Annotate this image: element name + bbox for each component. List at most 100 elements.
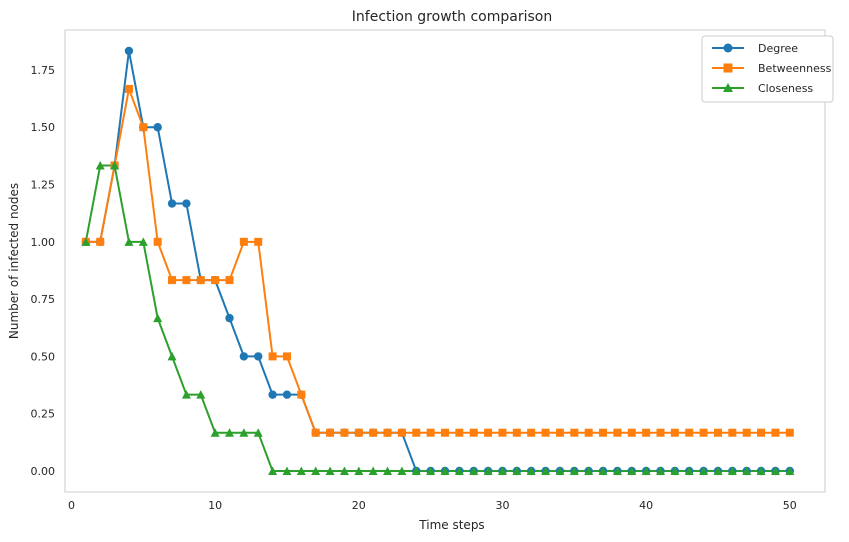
legend-marker-degree <box>723 43 733 53</box>
legend-item-betweenness: Betweenness <box>712 62 832 75</box>
data-point-closeness-21 <box>368 466 378 475</box>
x-tick-label-10: 10 <box>208 499 222 512</box>
data-point-betweenness-13 <box>254 237 263 246</box>
legend-label-degree: Degree <box>758 42 798 55</box>
data-point-betweenness-32 <box>527 428 536 437</box>
data-point-closeness-5 <box>138 237 148 246</box>
data-point-betweenness-40 <box>642 428 651 437</box>
data-point-betweenness-41 <box>656 428 665 437</box>
data-point-closeness-45 <box>713 466 723 475</box>
data-point-betweenness-18 <box>326 428 335 437</box>
chart-title: Infection growth comparison <box>352 9 552 25</box>
plot-frame <box>64 29 826 493</box>
data-point-betweenness-34 <box>555 428 564 437</box>
data-point-closeness-19 <box>339 466 349 475</box>
data-point-closeness-30 <box>497 466 507 475</box>
data-point-betweenness-39 <box>627 428 636 437</box>
y-tick-label-1-00: 1.00 <box>31 236 56 249</box>
data-point-closeness-48 <box>756 466 766 475</box>
y-tick-label-1-50: 1.50 <box>31 121 56 134</box>
data-point-degree-15 <box>282 390 292 399</box>
data-point-betweenness-36 <box>584 428 593 437</box>
data-point-betweenness-9 <box>196 276 205 285</box>
data-point-closeness-44 <box>699 466 709 475</box>
data-point-betweenness-12 <box>239 237 248 246</box>
data-point-closeness-47 <box>742 466 752 475</box>
data-point-betweenness-6 <box>153 237 162 246</box>
data-point-degree-14 <box>268 390 277 399</box>
series-markers <box>81 46 795 476</box>
y-tick-label-0-00: 0.00 <box>31 465 56 478</box>
data-point-betweenness-27 <box>455 428 464 437</box>
data-point-betweenness-7 <box>168 276 177 285</box>
data-point-degree-11 <box>225 313 234 323</box>
legend: Degree Betweenness Closeness <box>701 35 834 103</box>
data-point-degree-6 <box>153 123 162 132</box>
data-point-closeness-16 <box>296 466 306 475</box>
data-point-closeness-20 <box>354 466 364 475</box>
data-point-closeness-42 <box>670 466 680 475</box>
data-point-closeness-43 <box>684 466 694 475</box>
data-point-closeness-26 <box>440 466 450 475</box>
data-point-degree-12 <box>239 352 249 361</box>
data-point-closeness-37 <box>598 466 608 475</box>
data-point-closeness-24 <box>411 466 421 475</box>
data-point-closeness-13 <box>253 428 263 437</box>
data-point-betweenness-50 <box>785 428 794 437</box>
data-point-closeness-46 <box>727 466 737 475</box>
data-point-betweenness-35 <box>570 428 579 437</box>
legend-item-closeness: Closeness <box>712 82 813 95</box>
data-point-closeness-23 <box>397 466 407 475</box>
data-point-betweenness-43 <box>685 428 694 437</box>
data-point-closeness-36 <box>584 466 594 475</box>
data-point-degree-4 <box>124 46 134 56</box>
data-point-betweenness-44 <box>699 428 708 437</box>
data-point-closeness-2 <box>95 161 105 170</box>
data-point-betweenness-48 <box>757 428 766 437</box>
legend-item-degree: Degree <box>712 42 798 55</box>
y-tick-label-0-75: 0.75 <box>31 293 56 306</box>
data-point-degree-13 <box>254 352 263 361</box>
data-point-betweenness-15 <box>282 352 291 361</box>
data-point-closeness-9 <box>196 390 206 399</box>
data-point-closeness-49 <box>770 466 780 475</box>
data-point-betweenness-11 <box>225 276 234 285</box>
data-point-betweenness-37 <box>599 428 608 437</box>
data-point-betweenness-2 <box>96 237 105 246</box>
legend-label-betweenness: Betweenness <box>758 62 832 75</box>
data-point-closeness-50 <box>785 466 795 475</box>
data-point-betweenness-28 <box>469 428 478 437</box>
data-point-betweenness-30 <box>498 428 507 437</box>
data-point-betweenness-8 <box>182 276 191 285</box>
data-point-betweenness-47 <box>742 428 751 437</box>
data-point-betweenness-24 <box>412 428 421 437</box>
data-point-closeness-32 <box>526 466 536 475</box>
legend-marker-closeness <box>723 83 733 92</box>
data-point-closeness-3 <box>110 161 120 170</box>
data-point-betweenness-4 <box>124 84 133 93</box>
data-point-betweenness-49 <box>771 428 780 437</box>
data-point-betweenness-21 <box>369 428 378 437</box>
data-point-betweenness-16 <box>297 390 306 399</box>
x-ticks: 0 10 20 30 40 50 <box>68 499 797 512</box>
data-point-betweenness-42 <box>670 428 679 437</box>
data-point-betweenness-31 <box>512 428 521 437</box>
data-point-closeness-10 <box>210 428 220 437</box>
data-point-closeness-18 <box>325 466 335 475</box>
plot-area <box>64 29 826 493</box>
data-point-betweenness-38 <box>613 428 622 437</box>
x-tick-label-20: 20 <box>352 499 366 512</box>
data-point-closeness-40 <box>641 466 651 475</box>
x-tick-label-50: 50 <box>783 499 797 512</box>
data-point-betweenness-29 <box>484 428 493 437</box>
data-point-closeness-28 <box>469 466 479 475</box>
data-point-betweenness-25 <box>426 428 435 437</box>
data-point-closeness-29 <box>483 466 493 475</box>
data-point-closeness-31 <box>512 466 522 475</box>
data-point-closeness-6 <box>153 313 163 323</box>
data-point-closeness-41 <box>656 466 665 475</box>
data-point-closeness-39 <box>627 466 637 475</box>
data-point-betweenness-10 <box>211 276 220 285</box>
data-point-degree-7 <box>167 199 177 208</box>
